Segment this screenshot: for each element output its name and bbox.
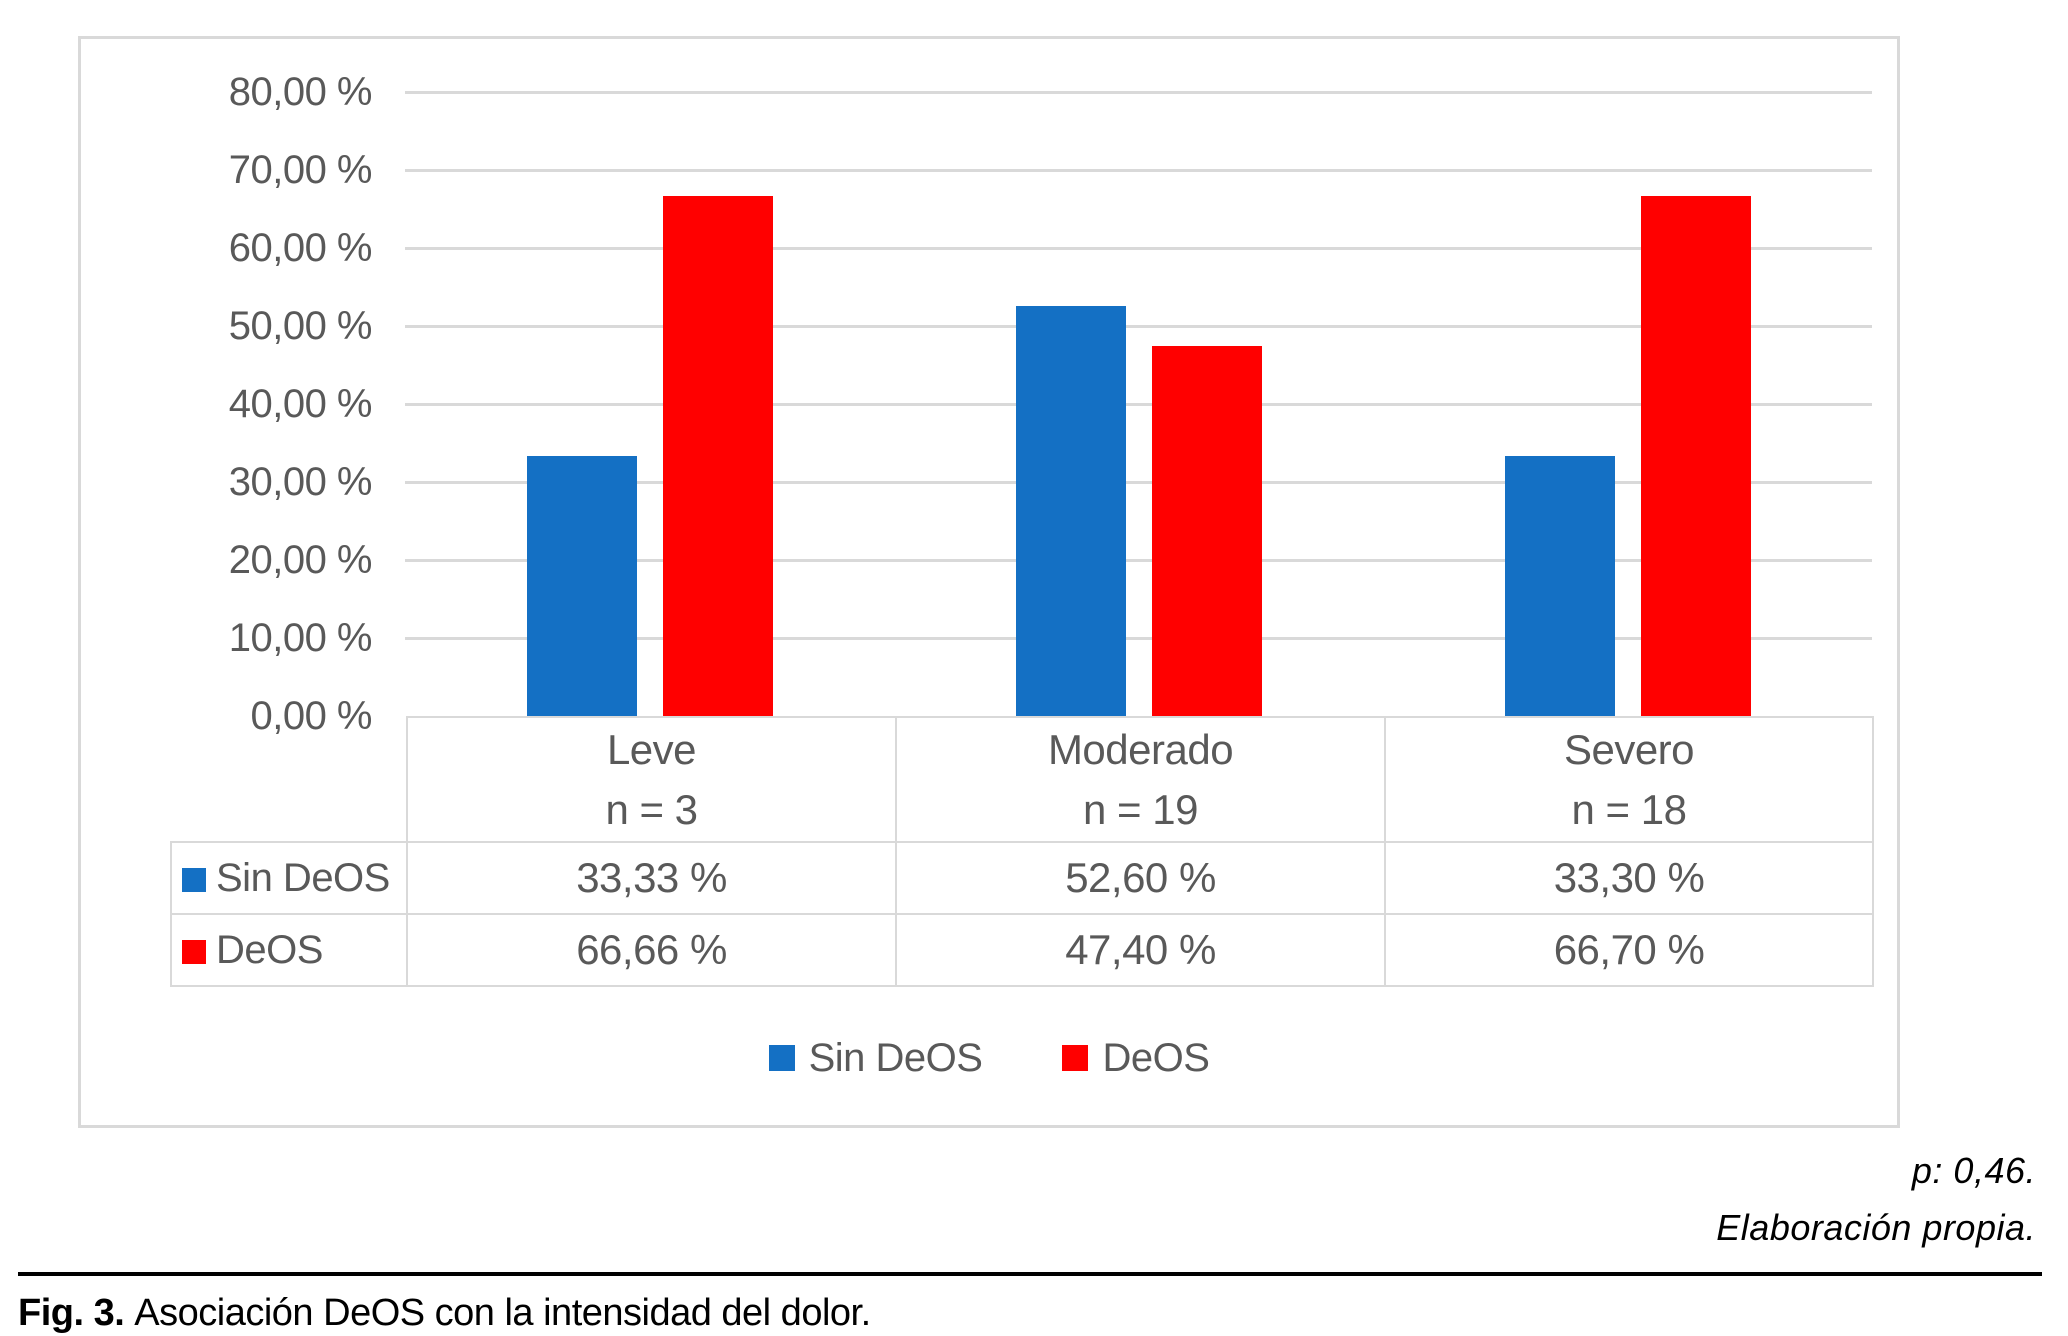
bar-deos-moderado	[1151, 346, 1262, 716]
legend-item-sin-deos: Sin DeOS	[768, 1035, 983, 1081]
chart-legend: Sin DeOS DeOS	[78, 1032, 1900, 1084]
figure-caption: Fig. 3. Asociación DeOS con la intensidad…	[18, 1292, 871, 1335]
bar-sin-deos-leve	[526, 456, 637, 716]
legend-swatch-icon	[1062, 1045, 1089, 1071]
series-key-cell-deos: DeOS	[170, 913, 408, 987]
legend-label: Sin DeOS	[808, 1035, 983, 1080]
bar-deos-leve	[662, 196, 773, 716]
category-count: n = 18	[1571, 785, 1687, 833]
table-corner-cell	[171, 717, 407, 842]
legend-label: DeOS	[1102, 1035, 1210, 1080]
bar-sin-deos-severo	[1504, 456, 1615, 716]
table-row-deos: DeOS 66,66 % 47,40 % 66,70 %	[170, 913, 1874, 987]
category-label: Leve	[606, 725, 697, 773]
gridline-20	[405, 558, 1872, 562]
gridline-10	[405, 636, 1872, 640]
y-axis-tick-label-10: 10,00 %	[228, 616, 373, 660]
figure-annotations: p: 0,46. Elaboración propia.	[1716, 1142, 2036, 1256]
y-axis-tick-label-80: 80,00 %	[228, 70, 373, 114]
bar-group-severo	[1383, 92, 1872, 716]
gridline-30	[405, 480, 1872, 484]
p-value-text: p: 0,46.	[1911, 1150, 2036, 1191]
table-header-row: Leve n = 3 Moderado n = 19 Severo n = 18	[171, 716, 1874, 843]
bar-group-moderado	[894, 92, 1383, 716]
series-swatch-icon	[182, 939, 206, 964]
series-key-cell-sin-deos: Sin DeOS	[170, 841, 408, 915]
category-label: Moderado	[1047, 725, 1234, 773]
value-cell-sin-deos-severo: 33,30 %	[1384, 841, 1874, 915]
column-header-moderado: Moderado n = 19	[895, 716, 1386, 843]
figure-caption-label: Fig. 3.	[18, 1292, 125, 1334]
y-axis-tick-label-0: 0,00 %	[250, 694, 372, 738]
bar-deos-severo	[1640, 195, 1751, 716]
bar-sin-deos-moderado	[1015, 305, 1126, 716]
value-cell-deos-severo: 66,70 %	[1384, 913, 1874, 987]
y-axis-tick-label-20: 20,00 %	[228, 538, 373, 582]
legend-item-deos: DeOS	[1062, 1035, 1210, 1081]
figure-caption-text: Asociación DeOS con la intensidad del do…	[134, 1292, 871, 1334]
y-axis-tick-label-70: 70,00 %	[228, 148, 373, 192]
series-swatch-icon	[182, 867, 206, 892]
plot-area	[405, 90, 1872, 716]
gridline-60	[405, 246, 1872, 250]
series-name: DeOS	[216, 927, 323, 972]
series-name: Sin DeOS	[216, 855, 390, 900]
category-count: n = 3	[605, 785, 698, 833]
y-axis-tick-label-40: 40,00 %	[228, 382, 373, 426]
gridline-50	[405, 324, 1872, 328]
y-axis-tick-label-30: 30,00 %	[228, 460, 373, 504]
gridline-40	[405, 402, 1872, 406]
category-count: n = 19	[1083, 785, 1198, 833]
y-axis-tick-label-50: 50,00 %	[228, 304, 373, 348]
bar-group-leve	[405, 92, 894, 716]
data-table: Leve n = 3 Moderado n = 19 Severo n = 18 Sin D…	[170, 716, 1874, 987]
source-text: Elaboración propia.	[1716, 1207, 2036, 1248]
column-header-leve: Leve n = 3	[406, 716, 897, 843]
y-axis: 0,00 % 10,00 % 20,00 % 30,00 % 40,00 % 50,00 …	[100, 70, 373, 738]
value-cell-deos-leve: 66,66 %	[406, 913, 897, 987]
value-cell-sin-deos-leve: 33,33 %	[406, 841, 897, 915]
category-label: Severo	[1563, 725, 1695, 773]
value-cell-deos-moderado: 47,40 %	[895, 913, 1386, 987]
legend-swatch-icon	[768, 1045, 795, 1071]
table-row-sin-deos: Sin DeOS 33,33 % 52,60 % 33,30 %	[170, 841, 1874, 915]
value-cell-sin-deos-moderado: 52,60 %	[895, 841, 1386, 915]
bar-groups	[405, 92, 1872, 716]
gridline-70	[405, 168, 1872, 172]
y-axis-tick-label-60: 60,00 %	[228, 226, 373, 270]
caption-divider	[18, 1272, 2042, 1276]
column-header-severo: Severo n = 18	[1384, 716, 1874, 843]
gridline-80	[405, 90, 1872, 94]
